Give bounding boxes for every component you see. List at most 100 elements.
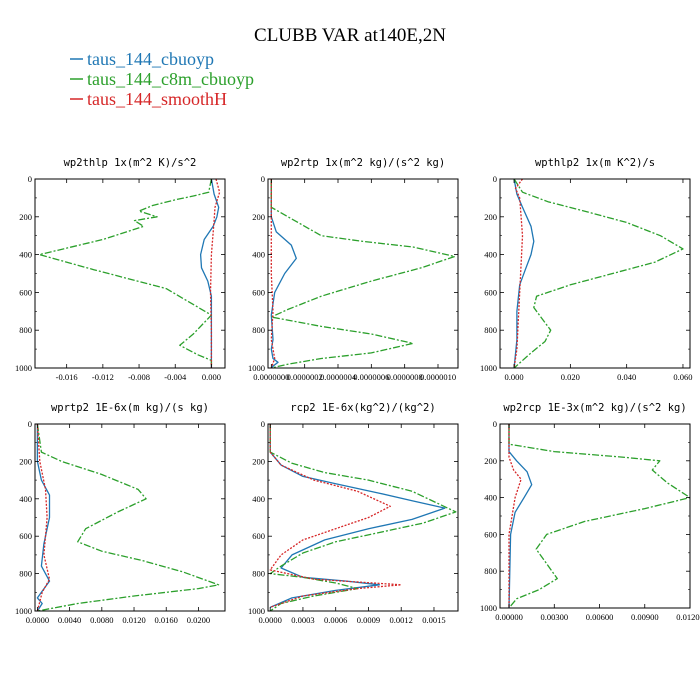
- plot-frame: [499, 423, 691, 609]
- panel-grid: wp2thlp 1x(m^2 K)/s^2 0 200 400 600 800 1000 -0…: [15, 157, 700, 625]
- series-line: [513, 179, 524, 368]
- y-tick-label: 200: [19, 456, 32, 466]
- series-line: [269, 424, 402, 608]
- y-tick-label: 400: [19, 250, 32, 260]
- series-group: [513, 179, 684, 368]
- x-tick-label: 0.0040: [58, 615, 81, 625]
- panel-title: wp2rcp 1E-3x(m^2 kg)/(s^2 kg): [503, 402, 686, 414]
- y-tick-label: 200: [484, 212, 497, 222]
- series-line: [36, 424, 220, 611]
- x-tick-label: 0.060: [673, 372, 692, 382]
- series-group: [270, 179, 456, 368]
- series-line: [36, 424, 51, 611]
- y-tick-label: 200: [484, 456, 497, 466]
- x-tick-label: 0.0003: [291, 615, 314, 625]
- chart-panel: wp2rtp 1x(m^2 kg)/(s^2 kg) 0 200 400 600 800 1…: [248, 157, 459, 382]
- x-tick-label: 0.0000004: [320, 372, 357, 382]
- plot-frame: [34, 423, 226, 612]
- chart-panel: wprtp2 1E-6x(m kg)/(s kg) 0 200 400 600 800 10…: [15, 402, 226, 625]
- x-tick-label: 0.0000: [26, 615, 49, 625]
- x-tick-label: 0.0160: [155, 615, 178, 625]
- series-group: [269, 424, 457, 611]
- x-tick-label: 0.0009: [357, 615, 380, 625]
- x-tick-label: 0.0080: [90, 615, 113, 625]
- chart-panel: wp2thlp 1x(m^2 K)/s^2 0 200 400 600 800 1000 -0…: [15, 157, 226, 382]
- x-tick-label: 0.0000: [258, 615, 281, 625]
- x-tick-label: 0.000: [505, 372, 524, 382]
- series-group: [38, 179, 221, 368]
- y-tick-label: 800: [484, 566, 497, 576]
- y-tick-label: 0: [493, 174, 497, 184]
- y-tick-label: 800: [19, 569, 32, 579]
- series-line: [270, 179, 456, 368]
- panel-title: wprtp2 1E-6x(m kg)/(s kg): [51, 402, 209, 414]
- series-group: [36, 424, 220, 611]
- series-line: [508, 424, 690, 608]
- y-tick-label: 800: [19, 325, 32, 335]
- y-tick-label: 600: [252, 287, 265, 297]
- y-tick-label: 0: [28, 419, 32, 429]
- y-tick-label: 400: [19, 494, 32, 504]
- y-tick-label: 200: [252, 456, 265, 466]
- y-tick-label: 800: [252, 569, 265, 579]
- plot-frame: [34, 178, 226, 369]
- panel-title: wp2thlp 1x(m^2 K)/s^2: [64, 157, 197, 169]
- y-tick-label: 400: [252, 250, 265, 260]
- x-tick-label: 0.00000: [495, 612, 523, 622]
- y-tick-label: 0: [261, 419, 265, 429]
- y-tick-label: 600: [19, 287, 32, 297]
- panel-title: wp2rtp 1x(m^2 kg)/(s^2 kg): [281, 157, 445, 169]
- y-tick-label: 1000: [480, 603, 497, 613]
- figure-title: CLUBB VAR at140E,2N: [254, 25, 446, 46]
- y-tick-label: 0: [28, 174, 32, 184]
- y-tick-label: 200: [19, 212, 32, 222]
- series-line: [508, 424, 533, 608]
- y-tick-label: 0: [493, 419, 497, 429]
- x-tick-label: -0.012: [92, 372, 114, 382]
- y-tick-label: 800: [252, 325, 265, 335]
- y-tick-label: 1000: [15, 363, 32, 373]
- series-line: [36, 424, 51, 611]
- x-tick-label: 0.00900: [631, 612, 659, 622]
- series-line: [270, 179, 276, 368]
- x-tick-label: 0.0000008: [387, 372, 423, 382]
- y-tick-label: 600: [19, 531, 32, 541]
- y-tick-label: 800: [484, 325, 497, 335]
- series-line: [269, 424, 446, 608]
- series-line: [513, 179, 535, 368]
- y-tick-label: 400: [484, 493, 497, 503]
- y-tick-label: 600: [252, 531, 265, 541]
- plot-frame: [499, 178, 691, 369]
- y-tick-label: 600: [484, 287, 497, 297]
- plot-frame: [267, 178, 459, 369]
- y-tick-label: 1000: [480, 363, 497, 373]
- x-tick-label: 0.0012: [390, 615, 413, 625]
- x-tick-label: 0.0000000: [253, 372, 289, 382]
- y-tick-label: 1000: [15, 606, 32, 616]
- x-tick-label: -0.016: [56, 372, 78, 382]
- x-tick-label: 0.0006: [324, 615, 347, 625]
- legend-label: taus_144_c8m_cbuoyp: [87, 69, 254, 89]
- legend-entry: taus_144_cbuoyp: [70, 49, 214, 69]
- x-tick-label: 0.00300: [540, 612, 568, 622]
- series-line: [270, 179, 297, 368]
- panel-title: wpthlp2 1x(m K^2)/s: [535, 157, 655, 169]
- x-tick-label: 0.0015: [422, 615, 445, 625]
- x-tick-label: 0.0000006: [353, 372, 389, 382]
- x-tick-label: 0.000: [202, 372, 221, 382]
- series-line: [513, 179, 684, 368]
- x-tick-label: 0.0000002: [287, 372, 323, 382]
- x-tick-label: 0.00600: [586, 612, 614, 622]
- legend-label: taus_144_cbuoyp: [87, 49, 214, 69]
- y-tick-label: 600: [484, 529, 497, 539]
- legend-entry: taus_144_smoothH: [70, 89, 227, 109]
- x-tick-label: 0.020: [561, 372, 580, 382]
- chart-panel: rcp2 1E-6x(kg^2)/(kg^2) 0 200 400 600 800 1000…: [248, 402, 459, 625]
- y-tick-label: 400: [484, 250, 497, 260]
- series-line: [508, 424, 522, 608]
- series-line: [38, 179, 213, 368]
- x-tick-label: 0.040: [617, 372, 636, 382]
- series-line: [199, 179, 220, 368]
